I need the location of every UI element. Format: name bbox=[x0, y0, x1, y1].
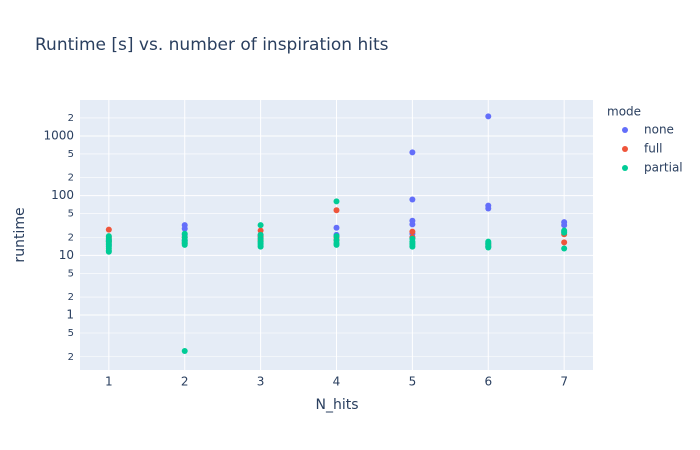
x-tick-label: 5 bbox=[409, 375, 417, 389]
point bbox=[257, 222, 264, 229]
point bbox=[561, 239, 568, 246]
point bbox=[561, 245, 568, 252]
x-tick-label: 2 bbox=[181, 375, 189, 389]
point bbox=[409, 243, 416, 250]
point bbox=[333, 224, 340, 231]
legend-marker[interactable] bbox=[622, 146, 628, 152]
point bbox=[409, 228, 416, 235]
point bbox=[181, 225, 188, 232]
point bbox=[561, 229, 568, 236]
x-tick-label: 6 bbox=[484, 375, 492, 389]
legend-label[interactable]: full bbox=[644, 142, 663, 156]
y-tick-label: 2 bbox=[68, 292, 74, 303]
point bbox=[333, 207, 340, 214]
x-axis-title: N_hits bbox=[315, 397, 358, 413]
y-tick-label: 5 bbox=[68, 328, 74, 339]
y-tick-label: 100 bbox=[51, 188, 74, 202]
legend-marker[interactable] bbox=[622, 165, 628, 171]
y-tick-label: 10 bbox=[59, 248, 74, 262]
point bbox=[257, 227, 264, 234]
y-axis-title: runtime bbox=[12, 207, 28, 262]
point bbox=[333, 198, 340, 205]
point bbox=[105, 248, 112, 255]
y-tick-label: 2 bbox=[68, 352, 74, 363]
y-tick-label: 5 bbox=[68, 149, 74, 160]
point bbox=[409, 149, 416, 156]
y-tick-label: 2 bbox=[68, 232, 74, 243]
y-tick-label: 2 bbox=[68, 113, 74, 124]
y-tick-label: 2 bbox=[68, 173, 74, 184]
point bbox=[333, 241, 340, 248]
point bbox=[105, 226, 112, 233]
x-tick-label: 4 bbox=[333, 375, 341, 389]
x-tick-label: 1 bbox=[105, 375, 113, 389]
point bbox=[181, 241, 188, 248]
point bbox=[409, 221, 416, 228]
x-tick-label: 7 bbox=[560, 375, 568, 389]
point bbox=[181, 347, 188, 354]
legend-title: mode bbox=[607, 105, 641, 119]
y-tick-label: 1 bbox=[66, 308, 74, 322]
point bbox=[485, 244, 492, 251]
point bbox=[561, 222, 568, 229]
y-tick-label: 5 bbox=[68, 268, 74, 279]
point bbox=[257, 243, 264, 250]
legend-label[interactable]: partial bbox=[644, 161, 683, 175]
point bbox=[485, 205, 492, 212]
y-tick-label: 1000 bbox=[43, 128, 74, 142]
point bbox=[409, 196, 416, 203]
point bbox=[485, 113, 492, 120]
legend-marker[interactable] bbox=[622, 127, 628, 133]
legend-label[interactable]: none bbox=[644, 123, 674, 137]
x-tick-label: 3 bbox=[257, 375, 265, 389]
chart-title: Runtime [s] vs. number of inspiration hi… bbox=[35, 35, 389, 55]
y-tick-label: 5 bbox=[68, 209, 74, 220]
